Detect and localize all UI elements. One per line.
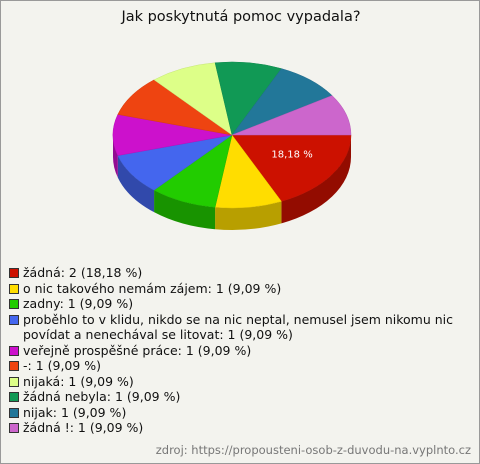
legend-item: nijak: 1 (9,09 %) [9, 405, 471, 421]
legend-label: zadny: 1 (9,09 %) [23, 296, 134, 311]
legend-label: veřejně prospěšné práce: 1 (9,09 %) [23, 342, 252, 358]
legend-swatch [9, 407, 19, 418]
legend-label: žádná: 2 (18,18 %) [23, 265, 143, 280]
legend-label: nijak: 1 (9,09 %) [23, 404, 127, 420]
legend-swatch [9, 299, 19, 309]
legend-label: žádná !: 1 (9,09 %) [23, 420, 144, 435]
legend-item: -: 1 (9,09 %) [9, 358, 471, 374]
legend-item: zadny: 1 (9,09 %) [9, 296, 471, 312]
chart-title: Jak poskytnutá pomoc vypadala? [120, 9, 360, 25]
legend-swatch [9, 283, 19, 294]
legend-swatch [9, 361, 19, 371]
legend-swatch [9, 345, 19, 356]
legend-item: žádná nebyla: 1 (9,09 %) [9, 389, 471, 405]
slice [231, 134, 352, 202]
slice-side [117, 155, 155, 213]
legend-swatch [9, 268, 19, 278]
legend-label: nijaká: 1 (9,09 %) [23, 373, 134, 389]
legend-swatch [9, 314, 19, 325]
legend-label: proběhlo to v klidu, nikdo se na nic nep… [23, 311, 454, 343]
legend-item: žádná !: 1 (9,09 %) [9, 420, 471, 436]
slice-side [154, 190, 216, 230]
legend-item: veřejně prospěšné práce: 1 (9,09 %) [9, 343, 471, 359]
legend-item: nijaká: 1 (9,09 %) [9, 374, 471, 390]
slice-side [281, 135, 351, 224]
legend-swatch [9, 376, 19, 387]
legend-item: o nic takového nemám zájem: 1 (9,09 %) [9, 281, 471, 297]
source: zdroj: https://propousteni-osob-z-duvodu… [155, 443, 471, 457]
slice-side [215, 201, 282, 230]
legend-swatch [9, 423, 19, 433]
slice [231, 95, 352, 136]
legend-swatch [9, 392, 19, 402]
data-label: 18,18 % [271, 149, 312, 160]
legend-item: žádná: 2 (18,18 %) [9, 265, 471, 281]
pie-area: Jak poskytnutá pomoc vypadala? 18,18 % [112, 9, 361, 230]
legend: žádná: 2 (18,18 %) o nic takového nemám z… [9, 265, 471, 436]
legend-label: žádná nebyla: 1 (9,09 %) [23, 389, 181, 404]
legend-label: -: 1 (9,09 %) [23, 358, 102, 373]
legend-label: o nic takového nemám zájem: 1 (9,09 %) [23, 280, 282, 296]
legend-item: proběhlo to v klidu, nikdo se na nic nep… [9, 312, 471, 343]
